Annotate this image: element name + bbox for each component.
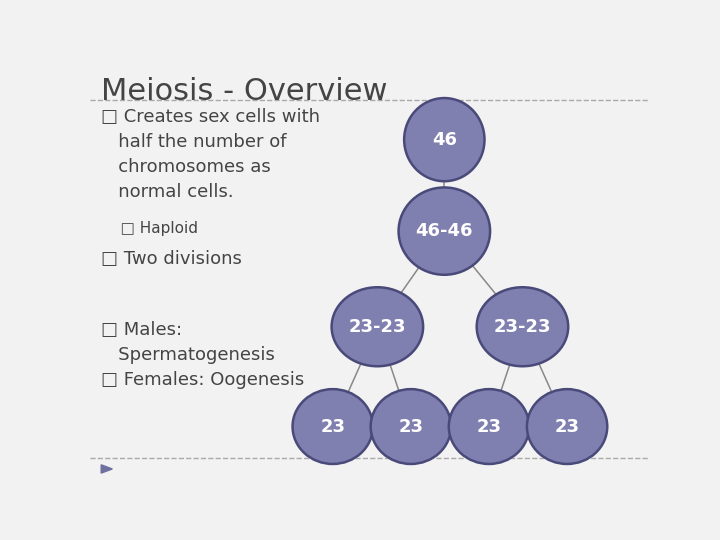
Text: 23: 23: [398, 417, 423, 436]
Ellipse shape: [527, 389, 607, 464]
Ellipse shape: [371, 389, 451, 464]
Ellipse shape: [404, 98, 485, 181]
Text: 23: 23: [554, 417, 580, 436]
Text: □ Haploid: □ Haploid: [101, 221, 198, 236]
Text: □ Two divisions: □ Two divisions: [101, 250, 242, 268]
Text: 23: 23: [477, 417, 501, 436]
Ellipse shape: [399, 187, 490, 275]
Text: 46-46: 46-46: [415, 222, 473, 240]
Text: 46: 46: [432, 131, 456, 149]
Text: □ Males:
   Spermatogenesis
□ Females: Oogenesis: □ Males: Spermatogenesis □ Females: Ooge…: [101, 321, 305, 388]
Text: 23-23: 23-23: [494, 318, 552, 336]
Polygon shape: [101, 465, 112, 473]
Text: 23-23: 23-23: [348, 318, 406, 336]
Text: □ Creates sex cells with
   half the number of
   chromosomes as
   normal cells: □ Creates sex cells with half the number…: [101, 109, 320, 201]
Text: 23: 23: [320, 417, 345, 436]
Ellipse shape: [477, 287, 568, 366]
Ellipse shape: [292, 389, 373, 464]
Text: Meiosis - Overview: Meiosis - Overview: [101, 77, 387, 106]
Ellipse shape: [332, 287, 423, 366]
Ellipse shape: [449, 389, 529, 464]
